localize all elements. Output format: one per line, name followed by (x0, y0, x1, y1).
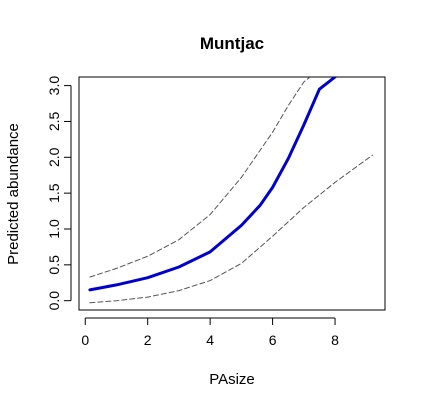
chart-title: Muntjac (200, 34, 264, 53)
y-tick-label: 1.5 (46, 183, 62, 203)
series-lower-bound-line (89, 154, 373, 304)
x-tick-label: 8 (331, 332, 339, 348)
x-tick-label: 0 (81, 332, 89, 348)
series-upper-bound-line (89, 77, 311, 278)
x-tick-label: 4 (206, 332, 214, 348)
y-tick-label: 3.0 (46, 76, 62, 96)
y-axis-label: Predicted abundance (5, 123, 22, 265)
x-axis-label: PAsize (209, 371, 255, 388)
y-tick-label: 1.0 (46, 219, 62, 239)
x-tick-label: 2 (144, 332, 152, 348)
y-tick-label: 2.5 (46, 112, 62, 132)
x-axis: 0 2 4 6 8 (81, 317, 339, 348)
series-fit-line (88, 77, 337, 292)
plot-lines (88, 77, 373, 304)
y-tick-label: 2.0 (46, 147, 62, 167)
plot-frame (78, 76, 386, 311)
y-tick-label: 0.5 (46, 255, 62, 275)
x-tick-label: 6 (269, 332, 277, 348)
y-axis: 0.0 0.5 1.0 1.5 2.0 2.5 3.0 (46, 76, 72, 311)
y-tick-label: 0.0 (46, 291, 62, 311)
